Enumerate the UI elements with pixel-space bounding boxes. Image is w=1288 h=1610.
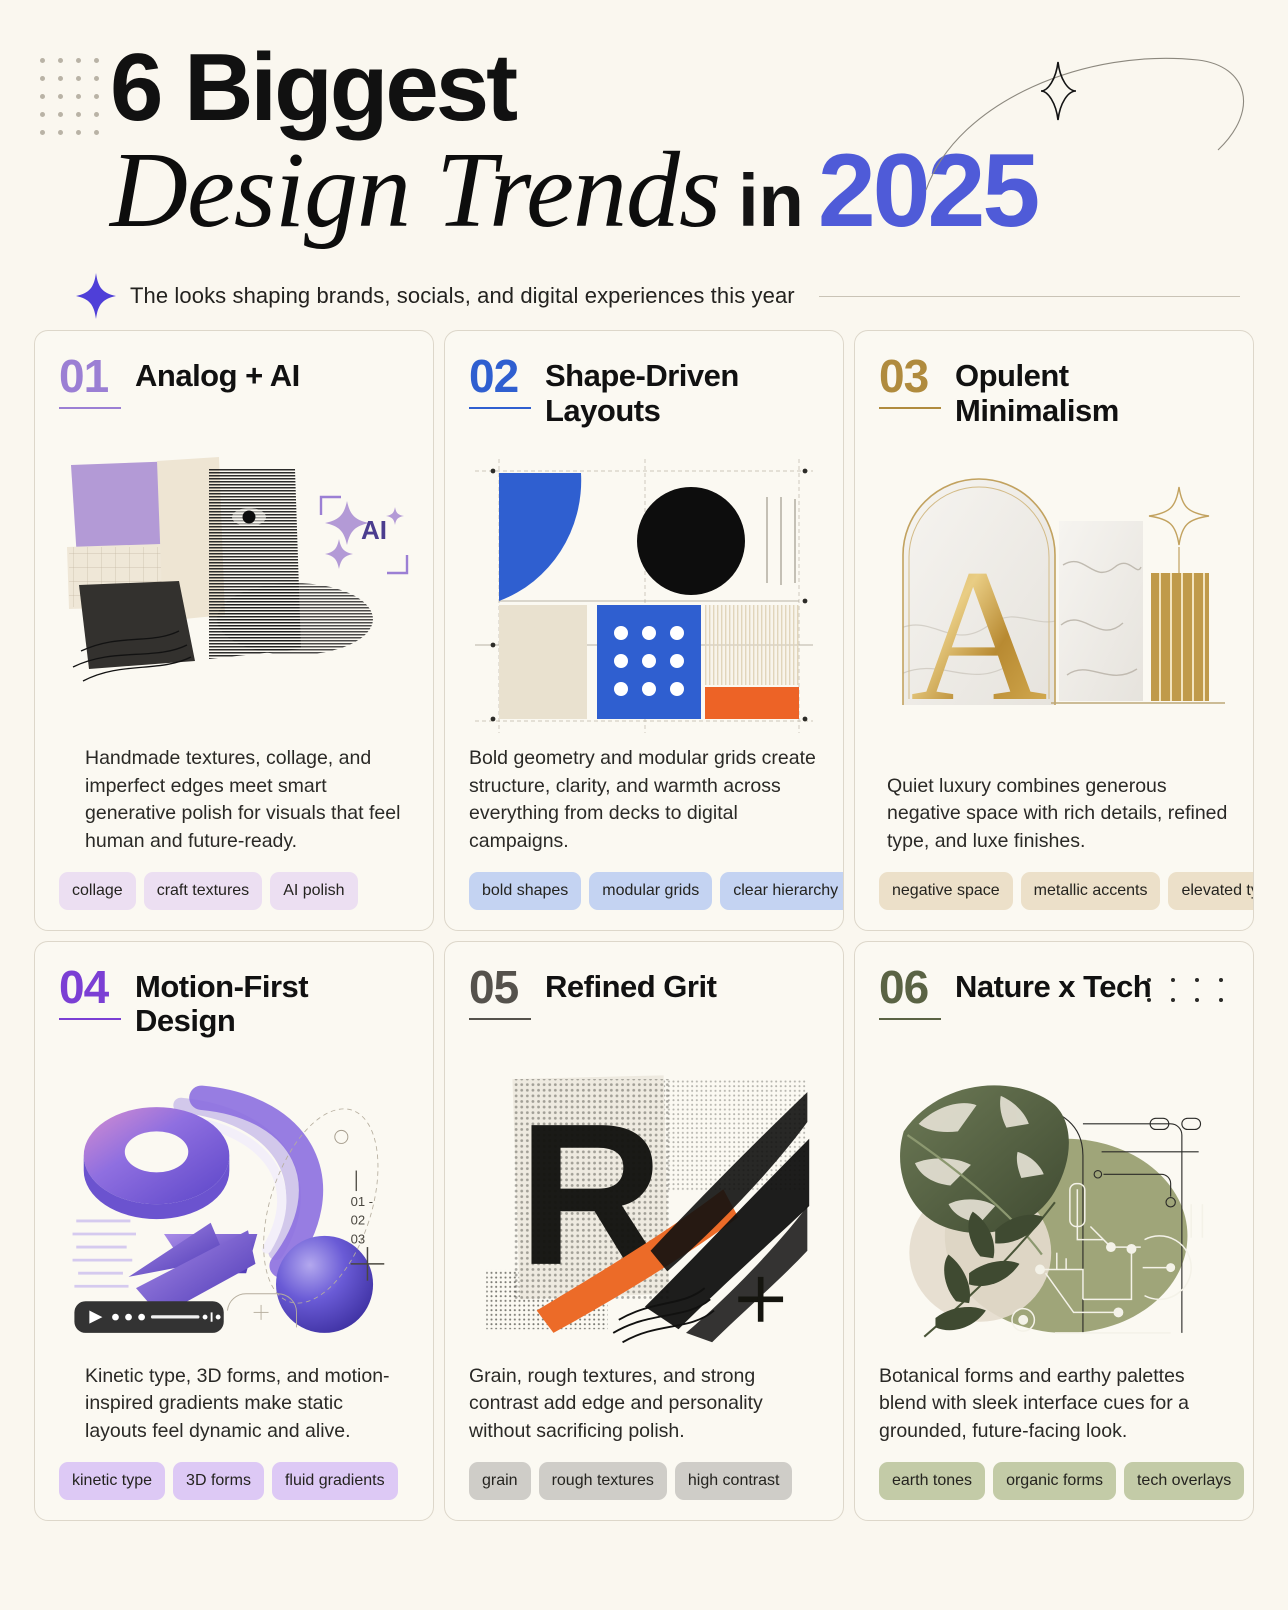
subtitle-row: The looks shaping brands, socials, and d… (40, 273, 1248, 319)
tag-item[interactable]: high contrast (674, 1461, 793, 1500)
card-title: Opulent Minimalism (955, 358, 1119, 428)
page-title-year: 2025 (817, 133, 1040, 249)
gold-letter-A: A (910, 531, 1047, 735)
tag-item[interactable]: elevated type (1168, 871, 1253, 910)
circuit-overlay-light (1011, 1182, 1204, 1334)
card-description: Grain, rough textures, and strong contra… (469, 1364, 763, 1443)
card-title: Analog + AI (135, 358, 300, 393)
media-player-bar (74, 1300, 224, 1333)
card-header: 01 Analog + AI (59, 353, 409, 449)
ai-badge: AI (319, 495, 409, 575)
card-tag-list: negative space metallic accents elevated… (879, 871, 1253, 910)
tag-item[interactable]: clear hierarchy (720, 871, 843, 910)
bauhaus-geometry-grid-art (469, 455, 819, 735)
tag-item[interactable]: modular grids (589, 871, 713, 910)
card-number-block: 06 (879, 964, 941, 1020)
tag-item[interactable]: craft textures (143, 871, 263, 910)
card-number-block: 05 (469, 964, 531, 1020)
motion-marker: 03 (351, 1231, 366, 1246)
dot-grid-decoration (1147, 977, 1239, 1012)
grunge-letter-brushstroke-art: R (469, 1066, 819, 1346)
tag-item[interactable]: bold shapes (469, 871, 582, 910)
trend-card-grid: 01 Analog + AI (0, 330, 1288, 1541)
card-header: 02 Shape-Driven Layouts (469, 353, 819, 449)
card-tag-list: collage craft textures AI polish (59, 871, 409, 910)
trend-card-01[interactable]: 01 Analog + AI (34, 330, 434, 931)
page-title-line1: 6 Biggest (110, 34, 518, 141)
trend-card-04[interactable]: 04 Motion-First Design (34, 940, 434, 1521)
sprig-leaves (935, 1211, 1044, 1330)
four-point-star-icon (76, 273, 116, 319)
botanical-circuit-overlay-art (879, 1042, 1229, 1346)
trend-card-06[interactable]: 06 Nature x Tech (854, 940, 1254, 1521)
card-number-block: 03 (879, 353, 941, 409)
card-number: 02 (469, 350, 519, 402)
card-title: Motion-First Design (135, 968, 309, 1039)
tag-item[interactable]: AI polish (270, 871, 358, 910)
card-number-underline (59, 1017, 121, 1020)
card-number-block: 04 (59, 964, 121, 1020)
card-tag-list: grain rough textures high contrast (469, 1461, 819, 1500)
dot-grid-decoration (40, 58, 108, 140)
card-tag-list: kinetic type 3D forms fluid gradients (59, 1461, 409, 1500)
page-title-line2: Design Trends in 2025 (110, 132, 1248, 251)
card-description: Kinetic type, 3D forms, and motion-inspi… (85, 1364, 390, 1443)
trend-card-05[interactable]: 05 Refined Grit (444, 940, 844, 1521)
motion-marker: 02 (351, 1212, 366, 1227)
page-header: 6 Biggest Design Trends in 2025 The look… (0, 0, 1288, 330)
card-header: 03 Opulent Minimalism (879, 353, 1229, 449)
card-number: 03 (879, 350, 929, 402)
card-description: Quiet luxury combines generous negative … (887, 774, 1228, 853)
subtitle-rule (818, 295, 1240, 297)
card-title: Shape-Driven Layouts (545, 358, 739, 428)
tag-item[interactable]: earth tones (879, 1461, 986, 1500)
card-title: Refined Grit (545, 968, 717, 1004)
card-header: 04 Motion-First Design (59, 964, 409, 1060)
card-description: Handmade textures, collage, and imperfec… (85, 747, 401, 853)
card-header: 06 Nature x Tech (879, 964, 1229, 1060)
tag-item[interactable]: grain (469, 1461, 531, 1500)
trend-card-02[interactable]: 02 Shape-Driven Layouts (444, 330, 844, 931)
card-tag-list: earth tones organic forms tech overlays (879, 1461, 1245, 1500)
tag-item[interactable]: rough textures (538, 1461, 667, 1500)
tag-item[interactable]: metallic accents (1020, 871, 1161, 910)
card-number-underline (469, 407, 531, 409)
tag-item[interactable]: kinetic type (59, 1461, 166, 1500)
card-number-underline (879, 1017, 941, 1020)
page-title-in: in (738, 159, 804, 242)
tag-item[interactable]: organic forms (993, 1461, 1116, 1500)
title-block: 6 Biggest Design Trends in 2025 (40, 40, 1248, 251)
gold-letter-marble-arch-art: A (879, 455, 1229, 741)
card-number-underline (469, 1017, 531, 1020)
sparkle-icon (1148, 486, 1210, 573)
card-number-block: 01 (59, 353, 121, 409)
card-number-underline (879, 407, 941, 409)
tag-item[interactable]: tech overlays (1123, 1461, 1245, 1500)
card-number: 05 (469, 960, 519, 1013)
motion-marker: 01 - (351, 1194, 373, 1209)
collage-portrait-halftone-art: AI (59, 455, 409, 735)
svg-text:AI: AI (361, 515, 387, 545)
card-header: 05 Refined Grit (469, 964, 819, 1060)
page-subtitle: The looks shaping brands, socials, and d… (130, 283, 795, 308)
tag-item[interactable]: negative space (879, 871, 1013, 910)
card-number: 04 (59, 960, 109, 1013)
card-number: 01 (59, 350, 109, 402)
tag-item[interactable]: collage (59, 871, 136, 910)
monstera-leaf (900, 1085, 1069, 1255)
card-tag-list: bold shapes modular grids clear hierarch… (469, 871, 843, 910)
page-title-serif: Design Trends (110, 131, 721, 250)
card-description: Botanical forms and earthy palettes blen… (879, 1364, 1190, 1443)
card-number: 06 (879, 960, 929, 1013)
card-number-underline (59, 407, 121, 409)
tag-item[interactable]: 3D forms (173, 1461, 264, 1500)
card-number-block: 02 (469, 353, 531, 409)
tag-item[interactable]: fluid gradients (271, 1461, 398, 1500)
gradient-3d-motion-forms-art: 01 - 02 03 (59, 1066, 409, 1346)
card-description: Bold geometry and modular grids create s… (469, 747, 816, 853)
trend-card-03[interactable]: 03 Opulent Minimalism (854, 330, 1254, 931)
card-title: Nature x Tech (955, 968, 1152, 1004)
